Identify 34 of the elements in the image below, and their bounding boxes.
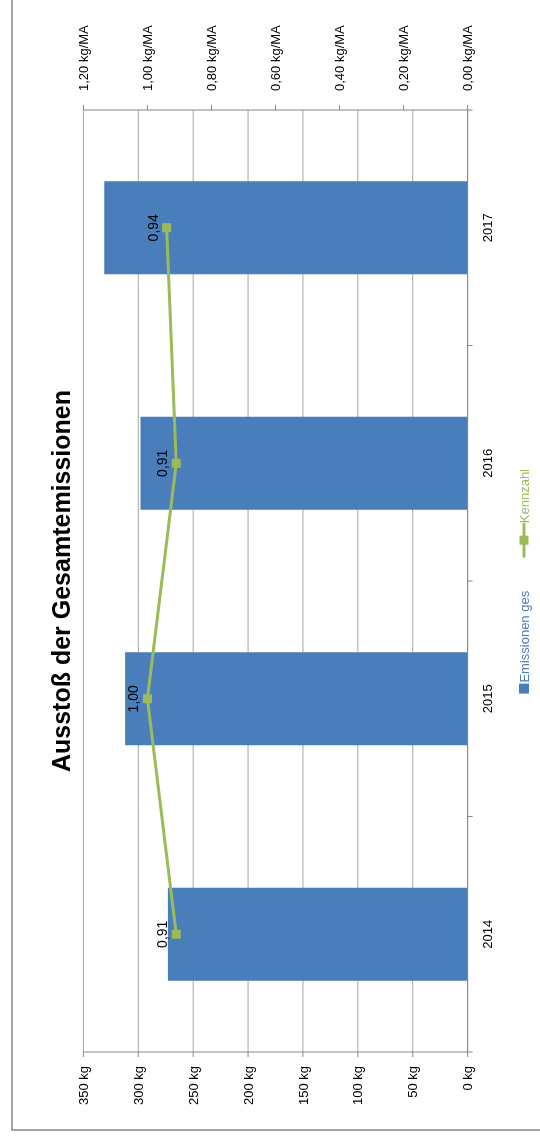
data-label: 0,91 <box>154 920 171 948</box>
x-tick-label: 50 kg <box>405 1066 421 1098</box>
bar <box>140 416 468 510</box>
point <box>171 929 181 939</box>
x-tick-label: 200 kg <box>240 1066 256 1106</box>
y-tick-label: 2015 <box>480 684 496 714</box>
data-label: 0,91 <box>154 449 171 477</box>
bar <box>104 181 468 275</box>
x-tick-label: 0 kg <box>460 1066 476 1091</box>
data-label: 1,00 <box>125 684 142 713</box>
text: Emissionen ges <box>516 590 532 683</box>
x2-tick-label: 0,40 kg/MA <box>332 24 348 91</box>
x2-tick-label: 0,60 kg/MA <box>268 24 284 91</box>
bar <box>125 652 468 746</box>
x2-tick-label: 0,20 kg/MA <box>396 24 412 91</box>
x2-tick-label: 0,00 kg/MA <box>460 24 476 91</box>
x2-tick-label: 1,20 kg/MA <box>75 24 91 91</box>
y-tick-label: 2014 <box>480 919 496 949</box>
x2-tick-label: 1,00 kg/MA <box>139 24 155 91</box>
point <box>162 223 172 233</box>
bar <box>167 887 468 981</box>
text: Kennzahl <box>516 468 532 524</box>
y-tick-label: 2016 <box>480 448 496 478</box>
point <box>171 458 181 468</box>
x-tick-label: 150 kg <box>295 1066 311 1106</box>
x-tick-label: 250 kg <box>185 1066 201 1106</box>
x-tick-label: 300 kg <box>130 1066 146 1106</box>
x-tick-label: 350 kg <box>75 1066 91 1106</box>
point <box>142 694 152 704</box>
x-tick-label: 100 kg <box>350 1066 366 1106</box>
y-tick-label: 2017 <box>480 213 496 243</box>
x2-tick-label: 0,80 kg/MA <box>204 24 220 91</box>
data-label: 0,94 <box>144 213 161 242</box>
text: Ausstoß der Gesamtemissionen <box>47 389 75 773</box>
